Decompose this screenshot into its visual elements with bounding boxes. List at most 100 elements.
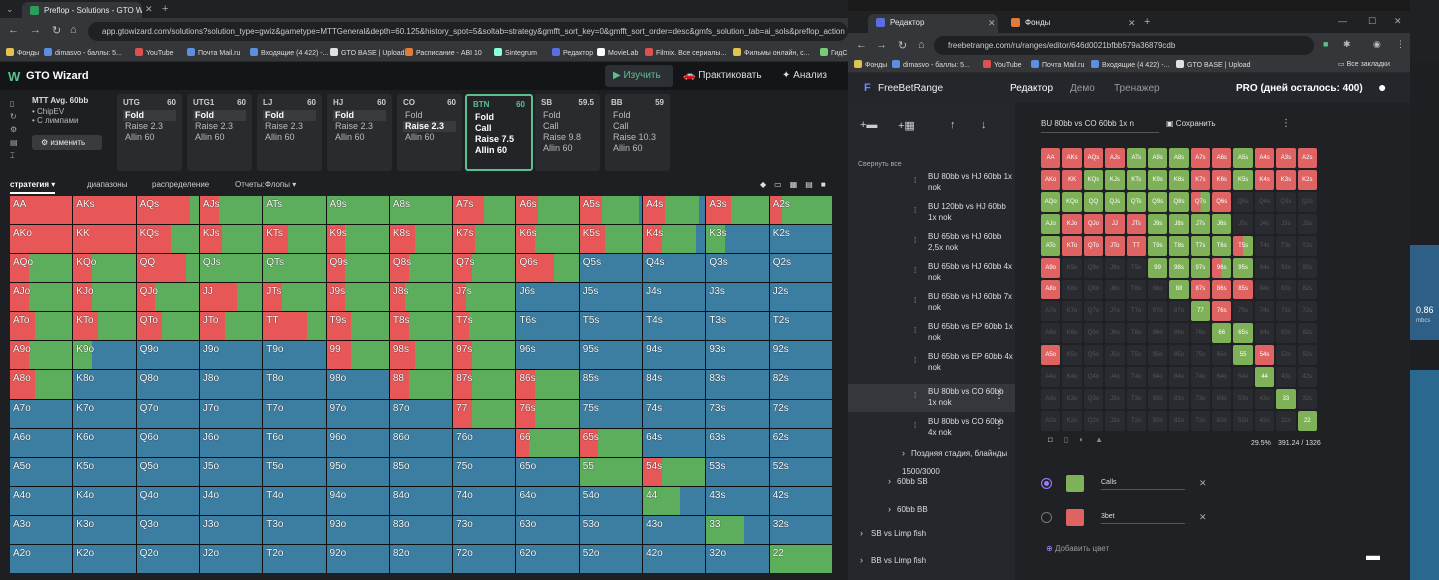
range-cell[interactable]: Q3s xyxy=(1276,191,1296,212)
hand-cell[interactable]: A6o xyxy=(10,428,73,457)
tree-range-item[interactable]: ⁞ BU 120bb vs HJ 60bb 1x nok xyxy=(848,199,1015,227)
range-cell[interactable]: 65s xyxy=(1233,323,1253,344)
range-cell[interactable]: KJo xyxy=(1062,213,1082,234)
range-cell[interactable]: T9s xyxy=(1147,235,1168,256)
hand-cell[interactable]: 99 xyxy=(326,341,389,370)
hand-cell[interactable]: 85o xyxy=(389,457,453,486)
tab-reports[interactable]: Отчеты:Флопы ▾ xyxy=(235,180,297,189)
hand-cell[interactable]: J4s xyxy=(643,283,706,312)
hand-cell[interactable]: 54o xyxy=(579,486,643,515)
range-cell[interactable]: 97o xyxy=(1147,301,1168,322)
hand-cell[interactable]: 33 xyxy=(706,515,769,544)
hand-cell[interactable]: 73s xyxy=(706,399,769,428)
range-cell[interactable]: 97s xyxy=(1190,257,1211,278)
range-cell[interactable]: 76s xyxy=(1212,301,1232,322)
hand-cell[interactable]: 62o xyxy=(516,544,579,573)
action-option[interactable]: Call xyxy=(475,123,492,133)
nav-practice[interactable]: 🚗 Практиковать xyxy=(683,70,762,81)
tab-menu-icon[interactable]: ⌄ xyxy=(6,4,14,14)
hand-cell[interactable]: 86o xyxy=(389,428,453,457)
move-down-icon[interactable]: ↓ xyxy=(981,119,987,131)
hand-cell[interactable]: A9o xyxy=(10,341,73,370)
all-bookmarks[interactable]: ▭ Все закладки xyxy=(1338,61,1390,68)
hand-cell[interactable]: A3s xyxy=(706,196,769,225)
range-cell[interactable]: 44 xyxy=(1254,367,1275,388)
range-cell[interactable]: 64o xyxy=(1212,367,1232,388)
action-option[interactable]: Fold xyxy=(475,112,494,122)
hand-cell[interactable]: 98s xyxy=(389,341,453,370)
hand-cell[interactable]: AKo xyxy=(10,225,73,254)
bookmark-item[interactable]: Filmix. Все сериалы... xyxy=(645,48,726,57)
hand-cell[interactable]: 77 xyxy=(453,399,516,428)
hand-cell[interactable]: QTs xyxy=(263,254,326,283)
hand-cell[interactable]: K2o xyxy=(73,544,136,573)
hand-cell[interactable]: 74o xyxy=(453,486,516,515)
chat-icon[interactable]: ▬ xyxy=(1366,547,1380,563)
hand-cell[interactable]: QQ xyxy=(136,254,199,283)
range-cell[interactable]: TT xyxy=(1126,235,1146,256)
hand-cell[interactable]: Q9o xyxy=(136,341,199,370)
range-cell[interactable]: 85o xyxy=(1169,345,1189,366)
account-icon[interactable]: ● xyxy=(1378,79,1387,95)
hand-cell[interactable]: AKs xyxy=(73,196,136,225)
range-cell[interactable]: QQ xyxy=(1083,191,1104,212)
range-cell[interactable]: 98o xyxy=(1147,279,1168,300)
range-cell[interactable]: J2s xyxy=(1297,213,1317,234)
hand-cell[interactable]: T8s xyxy=(389,312,453,341)
hand-cell[interactable]: QJo xyxy=(136,283,199,312)
hand-cell[interactable]: 32o xyxy=(706,544,769,573)
hand-cell[interactable]: T9o xyxy=(263,341,326,370)
range-cell[interactable]: A7s xyxy=(1190,148,1211,168)
range-cell[interactable]: K9s xyxy=(1147,169,1168,190)
hand-cell[interactable]: T4o xyxy=(263,486,326,515)
hand-cell[interactable]: 96s xyxy=(516,341,579,370)
bookmark-item[interactable]: MovieLab xyxy=(597,48,638,57)
action-option[interactable]: Raise 9.8 xyxy=(543,132,582,142)
refresh-icon[interactable]: ↻ xyxy=(10,112,17,121)
range-cell[interactable]: 83s xyxy=(1276,279,1296,300)
range-cell[interactable]: Q7s xyxy=(1190,191,1211,212)
range-cell[interactable]: KJs xyxy=(1105,169,1125,190)
range-cell[interactable]: 62o xyxy=(1212,411,1232,431)
action-option[interactable]: Raise 7.5 xyxy=(475,134,515,144)
range-cell[interactable]: 94s xyxy=(1254,257,1275,278)
color-swatch[interactable] xyxy=(1066,509,1084,526)
hand-cell[interactable]: K4o xyxy=(73,486,136,515)
range-cell[interactable]: T3o xyxy=(1126,389,1146,410)
range-cell[interactable]: J8o xyxy=(1105,279,1125,300)
range-cell[interactable]: Q2o xyxy=(1083,411,1104,431)
range-cell[interactable]: Q2s xyxy=(1297,191,1317,212)
hand-cell[interactable]: Q6o xyxy=(136,428,199,457)
bookmark-item[interactable]: dimasvo - баллы: 5... xyxy=(44,48,122,57)
range-cell[interactable]: AA xyxy=(1041,148,1061,168)
range-cell[interactable]: A4s xyxy=(1254,148,1275,168)
range-cell[interactable]: 52o xyxy=(1233,411,1253,431)
hand-cell[interactable]: QJs xyxy=(199,254,263,283)
more-icon[interactable]: ⋮ xyxy=(1281,118,1291,129)
hand-cell[interactable]: A8s xyxy=(389,196,453,225)
hand-cell[interactable]: K8o xyxy=(73,370,136,399)
hand-cell[interactable]: Q2o xyxy=(136,544,199,573)
bookmark-item[interactable]: Почта Mail.ru xyxy=(1031,60,1084,69)
action-option[interactable]: Fold xyxy=(613,110,631,120)
hand-cell[interactable]: 94s xyxy=(643,341,706,370)
hand-cell[interactable]: 86s xyxy=(516,370,579,399)
profile-icon[interactable]: ◉ xyxy=(1373,39,1381,49)
hand-cell[interactable]: K4s xyxy=(643,225,706,254)
range-cell[interactable]: T8s xyxy=(1169,235,1189,256)
action-option[interactable]: Allin 60 xyxy=(543,143,573,153)
hand-cell[interactable]: AA xyxy=(10,196,73,225)
action-option[interactable]: Allin 60 xyxy=(195,132,225,142)
hand-cell[interactable]: T9s xyxy=(326,312,389,341)
tree-range-item[interactable]: ⁞ BU 80bb vs HJ 60bb 1x nok xyxy=(848,169,1015,197)
action-option[interactable]: Allin 60 xyxy=(265,132,295,142)
range-cell[interactable]: 43o xyxy=(1254,389,1275,410)
hand-cell[interactable]: K5s xyxy=(579,225,643,254)
action-option[interactable]: Fold xyxy=(543,110,561,120)
range-cell[interactable]: 43s xyxy=(1276,367,1296,388)
hand-cell[interactable]: 63s xyxy=(706,428,769,457)
hand-cell[interactable]: Q3s xyxy=(706,254,769,283)
hand-cell[interactable]: A2s xyxy=(769,196,832,225)
bookmark-item[interactable]: Фильмы онлайн, с... xyxy=(733,48,810,57)
range-cell[interactable]: 92o xyxy=(1147,411,1168,431)
